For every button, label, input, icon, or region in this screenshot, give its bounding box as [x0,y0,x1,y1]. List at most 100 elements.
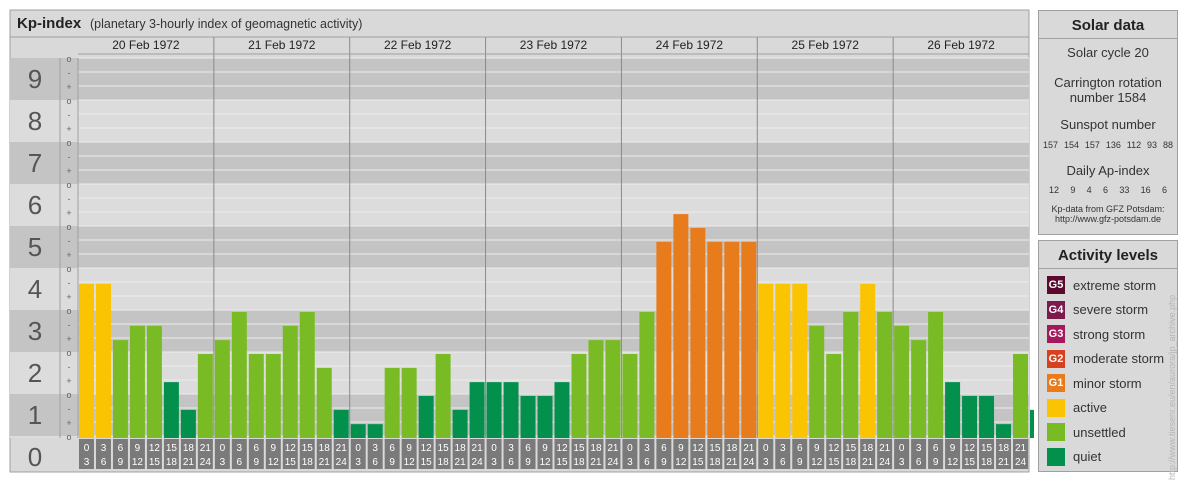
y-tick-label: 6 [28,190,42,220]
interval-box [554,439,570,469]
interval-start: 0 [355,443,361,454]
y-minor-label: - [68,194,71,204]
y-tick-label: 7 [28,148,42,178]
interval-start: 3 [780,443,786,454]
kp-bar-25 [503,382,519,438]
activity-legend-title: Activity levels [1057,247,1159,264]
kp-bar-35 [673,214,689,438]
interval-start: 21 [472,443,484,454]
y-minor-label: - [68,152,71,162]
interval-box [622,439,638,469]
interval-start: 3 [916,443,922,454]
ap-title: Daily Ap-index [1066,163,1150,178]
interval-box [690,439,706,469]
kp-bar-8 [214,340,230,438]
interval-start: 18 [862,443,874,454]
y-minor-label: o [66,432,71,442]
solar-cycle: Solar cycle 20 [1067,45,1149,60]
interval-end: 21 [319,457,331,468]
interval-end: 15 [285,457,297,468]
interval-box [979,439,995,469]
solar-data-panel: Solar data Solar cycle 20 Carrington rot… [1038,10,1178,235]
legend-swatch: G4 [1047,300,1065,319]
interval-start: 3 [237,443,243,454]
ap-values: 12 9 4 6 33 16 6 [1039,183,1177,198]
ap-value-2: 4 [1086,185,1092,195]
kp-bar-48 [894,325,910,438]
interval-box [401,439,417,469]
legend-item-unsettled: unsettled [1047,422,1126,442]
interval-end: 15 [149,457,161,468]
sunspot-value-0: 157 [1043,140,1059,150]
interval-end: 12 [811,457,823,468]
kp-bar-4 [146,325,162,438]
interval-box [588,439,604,469]
kp-bar-32 [622,354,638,438]
interval-end: 21 [455,457,467,468]
interval-box [435,439,451,469]
interval-end: 6 [916,457,922,468]
kp-bar-52 [962,396,978,438]
interval-start: 9 [406,443,412,454]
kp-bar-37 [707,241,723,438]
kp-bar-51 [945,382,961,438]
interval-end: 9 [118,457,124,468]
day-header-3: 23 Feb 1972 [520,38,588,52]
interval-start: 18 [590,443,602,454]
y-minor-label: - [68,110,71,120]
interval-end: 12 [132,457,144,468]
y-minor-label: - [68,362,71,372]
interval-end: 6 [508,457,514,468]
y-minor-label: - [68,278,71,288]
interval-start: 15 [166,443,178,454]
legend-swatch [1047,398,1065,417]
band-4 [10,268,1029,310]
kp-bar-0 [79,283,94,438]
interval-box [180,439,196,469]
band-8 [10,100,1029,142]
interval-start: 12 [556,443,568,454]
kp-bar-21 [435,354,451,438]
interval-end: 21 [726,457,738,468]
y-minor-label: + [66,250,71,260]
kp-bar-17 [367,424,383,438]
interval-end: 9 [797,457,803,468]
y-minor-label: o [66,306,71,316]
interval-box [843,439,859,469]
interval-box [469,439,485,469]
solar-data-title: Solar data [1071,17,1145,34]
interval-start: 0 [84,443,90,454]
legend-swatch: G5 [1047,276,1065,294]
interval-start: 15 [438,443,450,454]
kp-bar-36 [690,228,706,438]
y-tick-label: 2 [28,358,42,388]
legend-item-severe-storm: G4 severe storm [1047,300,1148,320]
chart-title: Kp-index [17,15,82,32]
interval-start: 9 [271,443,277,454]
interval-box [316,439,332,469]
interval-end: 3 [355,457,361,468]
interval-start: 9 [542,443,548,454]
kp-bar-33 [639,312,655,438]
y-minor-label: - [68,404,71,414]
y-tick-label: 8 [28,106,42,136]
kp-bar-50 [928,312,944,438]
legend-swatch: G2 [1047,349,1065,368]
legend-swatch: G1 [1047,374,1065,392]
kp-bar-56 [1030,409,1034,438]
interval-end: 15 [556,457,568,468]
interval-box [486,439,502,469]
y-tick-label: 5 [28,232,42,262]
interval-end: 9 [254,457,260,468]
y-minor-label: o [66,54,71,64]
y-minor-label: o [66,180,71,190]
sunspot-title: Sunspot number [1060,117,1156,132]
kp-bar-44 [826,354,842,438]
interval-start: 21 [200,443,212,454]
band-9 [10,58,1029,100]
kp-bar-13 [299,312,315,438]
y-minor-label: - [68,320,71,330]
interval-start: 6 [797,443,803,454]
interval-start: 12 [692,443,704,454]
interval-start: 9 [135,443,141,454]
